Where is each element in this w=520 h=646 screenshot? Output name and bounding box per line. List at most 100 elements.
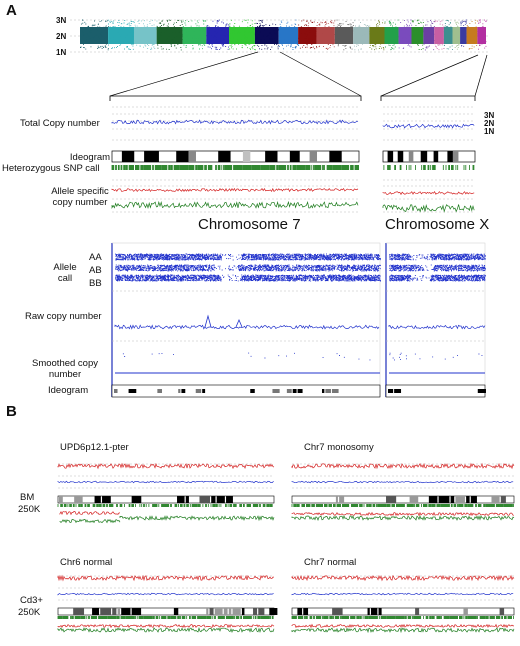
row-cd3-250k-label: 250K bbox=[18, 607, 41, 618]
cn-level-1n: 1N bbox=[56, 48, 67, 57]
b-chr7-normal-ideogram-band bbox=[367, 608, 370, 615]
genome-chromosome-block bbox=[206, 27, 230, 44]
b-chr7-monosomy-blue-trace bbox=[291, 480, 514, 484]
chromosome-x-title: Chromosome X bbox=[385, 216, 490, 233]
b-upd6-ideogram-band bbox=[131, 496, 142, 503]
b-upd6-ideogram-band bbox=[177, 496, 185, 503]
panel-b-title-chr6-normal: Chr6 normal bbox=[60, 557, 113, 568]
genome-chromosome-block bbox=[156, 27, 183, 44]
b-chr6-normal-ideogram-band bbox=[253, 608, 258, 615]
b-chr6-normal-ideogram-frame bbox=[57, 607, 275, 616]
b-chr6-normal-ideogram-band bbox=[209, 608, 214, 615]
zoom-line-chrx-right bbox=[474, 54, 488, 97]
b-chr7-monosomy-ideogram-band bbox=[428, 496, 438, 503]
chrx-browser-ideogram-band bbox=[388, 389, 394, 393]
chr7-ideogram-band bbox=[265, 151, 278, 162]
chrx-allele-a-trace bbox=[382, 191, 475, 196]
chrx-ideogram-band bbox=[420, 151, 428, 162]
zoom-line-chr7-right bbox=[279, 51, 362, 97]
chrx-ideogram-band bbox=[447, 151, 453, 162]
b-chr6-normal-ideogram-band bbox=[121, 608, 131, 615]
b-chr6-normal-allele-red-trace bbox=[57, 623, 275, 629]
panel-a-letter: A bbox=[6, 2, 17, 19]
chr7-browser-ideogram-band bbox=[114, 389, 118, 393]
b-chr6-normal-ideogram-band bbox=[117, 608, 121, 615]
chrx-browser-aa-band bbox=[389, 253, 486, 261]
chr7-ideogram-band bbox=[242, 151, 251, 162]
bottom-ideogram-label: Ideogram bbox=[48, 385, 89, 396]
genome-chromosome-block bbox=[384, 27, 399, 44]
smoothed-copy-label-2: number bbox=[48, 369, 82, 380]
b-chr6-normal-ideogram-band bbox=[173, 608, 179, 615]
zoom-line-chr7-left bbox=[109, 51, 259, 97]
chr7-ideogram-band bbox=[176, 151, 189, 162]
b-chr7-normal-allele-red-trace bbox=[291, 623, 514, 629]
genome-chromosome-block bbox=[452, 27, 461, 44]
b-chr6-normal-blue-trace bbox=[57, 592, 274, 596]
chr7-browser-ideogram-band bbox=[286, 389, 292, 393]
b-upd6-ideogram-band bbox=[74, 496, 83, 503]
b-chr6-normal-ideogram-band bbox=[228, 608, 232, 615]
chr7-browser-ideogram-frame bbox=[111, 384, 381, 398]
chr7-browser-ideogram-band bbox=[202, 389, 206, 393]
chr7-browser-ideogram-band bbox=[297, 389, 303, 393]
chrx-browser-ideogram-band bbox=[477, 389, 486, 393]
b-upd6-blue-trace bbox=[57, 480, 274, 484]
genome-chromosome-block bbox=[316, 27, 335, 44]
row-bm-label: BM bbox=[20, 492, 35, 503]
panel-b-title-chr7-monosomy: Chr7 monosomy bbox=[304, 442, 374, 453]
chr7-browser-ideogram-band bbox=[178, 389, 181, 393]
het-snp-label: Heterozygous SNP call bbox=[2, 163, 100, 174]
chr7-ideogram-frame bbox=[111, 150, 360, 163]
chr7-allele-a-trace bbox=[111, 187, 359, 193]
genome-chromosome-scatter bbox=[477, 19, 487, 50]
panel-b-letter: B bbox=[6, 403, 17, 420]
b-chr7-monosomy-red-trace bbox=[291, 462, 515, 470]
genome-chromosome-block bbox=[434, 27, 444, 44]
chr7-browser-ideogram-band bbox=[292, 389, 297, 393]
chr7-browser-ab-band bbox=[115, 264, 381, 272]
genome-chromosome-block bbox=[334, 27, 354, 44]
b-chr6-normal-ideogram-band bbox=[206, 608, 209, 615]
b-chr7-monosomy-ideogram-band bbox=[335, 496, 338, 503]
chr7-browser-ideogram-band bbox=[250, 389, 255, 393]
genome-chromosome-block bbox=[443, 27, 453, 44]
b-upd6-ideogram-band bbox=[211, 496, 216, 503]
chrx-ideogram-frame bbox=[382, 150, 476, 163]
genome-chromosome-scatter bbox=[134, 19, 158, 50]
genome-chromosome-scatter bbox=[369, 20, 386, 51]
genome-chromosome-scatter bbox=[229, 19, 256, 51]
genome-chromosome-scatter bbox=[411, 19, 424, 50]
genome-chromosome-scatter bbox=[298, 19, 318, 50]
right-level-3n: 3N bbox=[484, 111, 495, 120]
genome-chromosome-block bbox=[477, 27, 486, 44]
genome-chromosome-scatter bbox=[453, 20, 461, 50]
b-chr7-normal-ideogram-band bbox=[370, 608, 378, 615]
chr7-browser-ideogram-band bbox=[272, 389, 280, 393]
chr7-browser-ideogram-band bbox=[321, 389, 325, 393]
b-chr6-normal-ideogram-band bbox=[258, 608, 265, 615]
b-chr7-monosomy-ideogram-band bbox=[491, 496, 500, 503]
ideogram-label: Ideogram bbox=[69, 152, 111, 163]
chrx-ideogram-band bbox=[408, 151, 414, 162]
b-chr7-normal-ideogram-band bbox=[499, 608, 505, 615]
chrx-total-cn-trace bbox=[382, 123, 475, 129]
genome-chromosome-scatter bbox=[182, 19, 207, 50]
b-upd6-ideogram-band bbox=[94, 496, 101, 503]
b-chr7-normal-green-trace bbox=[291, 627, 515, 634]
genome-chromosome-block bbox=[80, 27, 109, 44]
chr7-ideogram-band bbox=[144, 151, 159, 162]
chrx-browser-ab-band bbox=[389, 264, 486, 272]
right-level-1n: 1N bbox=[484, 127, 495, 136]
b-upd6-ideogram-band bbox=[216, 496, 225, 503]
zoom-line-chrx-left bbox=[380, 54, 479, 97]
b-chr6-normal-ideogram-band bbox=[131, 608, 142, 615]
b-upd6-ideogram-band bbox=[185, 496, 189, 503]
panel-b-title-upd6: UPD6p12.1-pter bbox=[60, 442, 129, 453]
genome-chromosome-block bbox=[398, 27, 412, 44]
b-chr7-monosomy-ideogram-band bbox=[466, 496, 470, 503]
b-chr6-normal-ideogram-band bbox=[269, 608, 278, 615]
b-chr7-monosomy-ideogram-band bbox=[438, 496, 450, 503]
b-chr7-monosomy-green-trace bbox=[291, 515, 515, 521]
chrx-browser-ideogram-band bbox=[394, 389, 402, 393]
